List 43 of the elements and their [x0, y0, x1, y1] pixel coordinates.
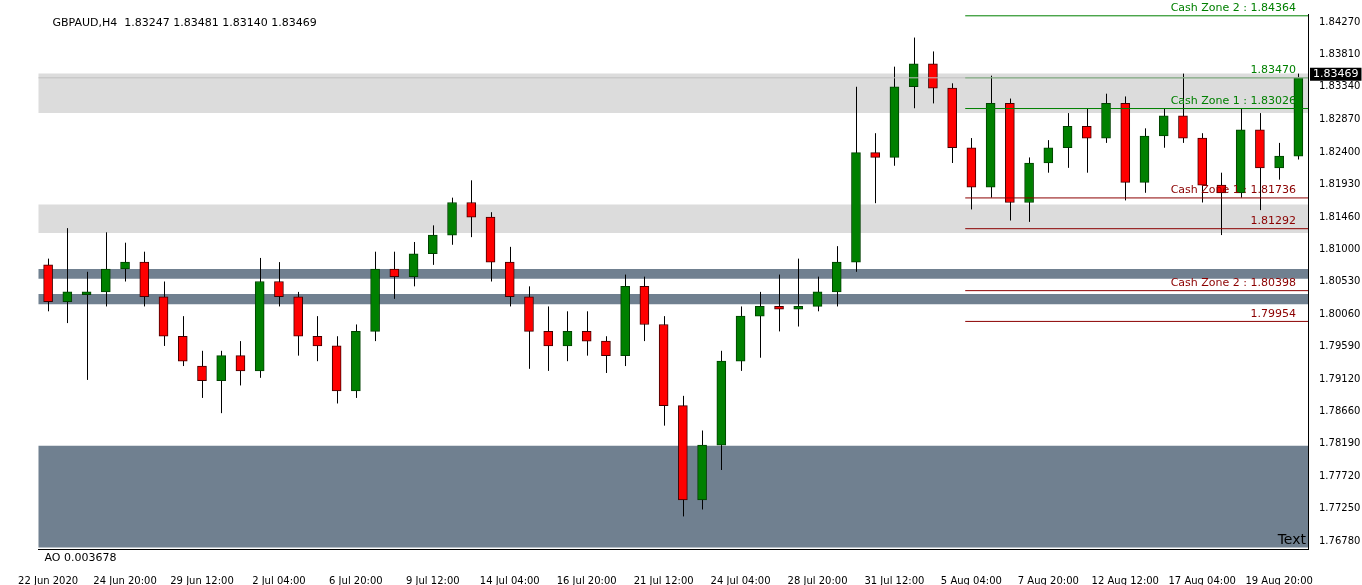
ref-line-label: 1.83470 — [1250, 63, 1296, 77]
x-tick-label: 14 Jul 04:00 — [479, 574, 540, 585]
x-tick-label: 29 Jun 12:00 — [170, 574, 234, 585]
x-tick-label: 17 Aug 04:00 — [1168, 574, 1236, 585]
y-tick-label: 1.79590 — [1319, 340, 1361, 352]
x-tick-label: 22 Jun 2020 — [18, 574, 79, 585]
x-tick-label: 2 Jul 04:00 — [252, 574, 306, 585]
y-tick-label: 1.83340 — [1319, 80, 1361, 92]
y-tick-label: 1.78190 — [1319, 437, 1361, 449]
x-tick-label: 28 Jul 20:00 — [787, 574, 848, 585]
y-tick-label: 1.81460 — [1319, 210, 1361, 222]
y-tick-label: 1.79120 — [1319, 372, 1361, 384]
annotation: Text — [1276, 530, 1307, 547]
x-tick-label: 12 Aug 12:00 — [1091, 574, 1159, 585]
ref-line-label: 1.81292 — [1250, 214, 1296, 228]
chart-title: GBPAUD,H4 1.83247 1.83481 1.83140 1.83469 — [52, 16, 317, 30]
x-tick-label: 21 Jul 12:00 — [633, 574, 694, 585]
y-tick-label: 1.80530 — [1319, 275, 1361, 287]
y-tick-label: 1.82870 — [1319, 112, 1361, 124]
y-tick-label: 1.77720 — [1319, 469, 1361, 481]
y-tick-label: 1.83810 — [1319, 47, 1361, 59]
ref-line-label: Cash Zone 2 : 1.84364 — [1170, 1, 1296, 15]
text: AO 0.003678 — [44, 551, 117, 565]
x-tick-label: 9 Jul 12:00 — [406, 574, 460, 585]
y-tick-label: 1.76780 — [1319, 534, 1361, 546]
x-tick-label: 24 Jul 04:00 — [710, 574, 771, 585]
x-tick-label: 31 Jul 12:00 — [864, 574, 925, 585]
ref-line-label: 1.83469 — [1313, 67, 1359, 81]
x-tick-label: 6 Jul 20:00 — [329, 574, 383, 585]
ref-line-label: 1.79954 — [1250, 306, 1296, 320]
y-tick-label: 1.78660 — [1319, 404, 1361, 416]
y-tick-label: 1.80060 — [1319, 307, 1361, 319]
ref-line-label: Cash Zone 2 : 1.80398 — [1170, 276, 1296, 290]
y-tick-label: 1.81930 — [1319, 178, 1361, 190]
y-tick-label: 1.81000 — [1319, 242, 1361, 254]
y-tick-label: 1.84270 — [1319, 15, 1361, 27]
y-tick-label: 1.82400 — [1319, 145, 1361, 157]
x-tick-label: 5 Aug 04:00 — [940, 574, 1002, 585]
x-tick-label: 16 Jul 20:00 — [556, 574, 617, 585]
x-tick-label: 19 Aug 20:00 — [1245, 574, 1313, 585]
x-tick-label: 24 Jun 20:00 — [93, 574, 157, 585]
x-tick-label: 7 Aug 20:00 — [1017, 574, 1079, 585]
y-tick-label: 1.77250 — [1319, 502, 1361, 514]
